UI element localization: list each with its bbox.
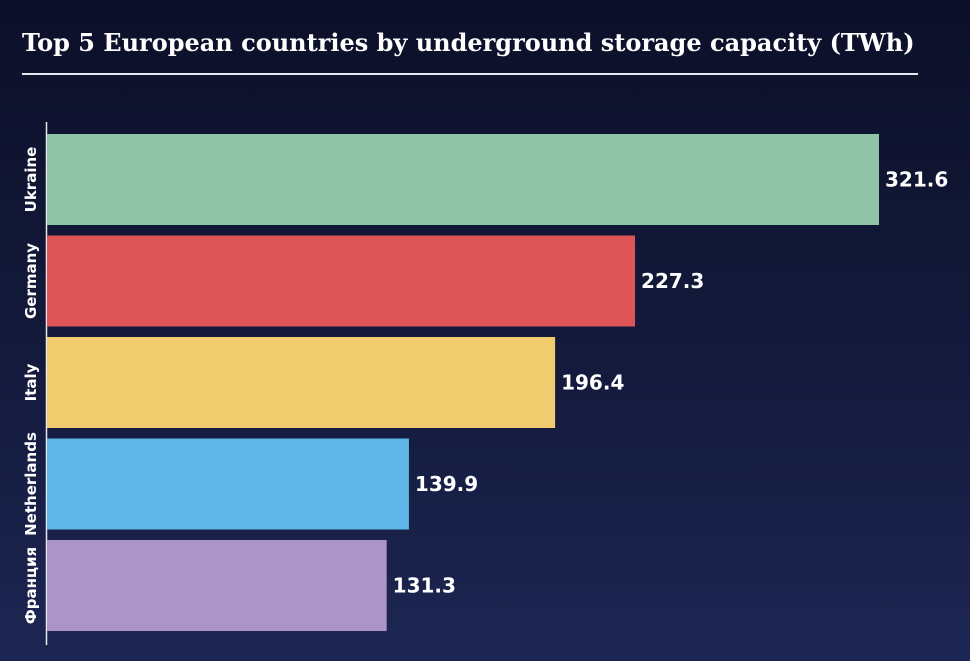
title-underline: [22, 73, 918, 75]
value-label-netherlands: 139.9: [415, 472, 478, 496]
value-label-italy: 196.4: [561, 371, 624, 395]
bars-group: 321.6 Ukraine 227.3 Germany 196.4 Italy 139.9 N…: [22, 134, 948, 631]
value-label-ukraine: 321.6: [885, 168, 948, 192]
chart-title: Top 5 European countries by underground …: [22, 28, 915, 57]
category-label-netherlands: Netherlands: [22, 432, 40, 536]
value-label-germany: 227.3: [641, 269, 704, 293]
category-label-ukraine: Ukraine: [22, 147, 40, 213]
category-label-italy: Italy: [22, 363, 40, 401]
bar-germany: [47, 235, 636, 327]
bar-netherlands: [47, 438, 409, 530]
value-label-франция: 131.3: [393, 574, 456, 598]
bar-italy: [47, 337, 556, 428]
bar-ukraine: [47, 134, 879, 225]
category-label-germany: Germany: [22, 243, 40, 319]
category-label-франция: Франция: [22, 547, 40, 624]
bar-франция: [47, 540, 387, 631]
